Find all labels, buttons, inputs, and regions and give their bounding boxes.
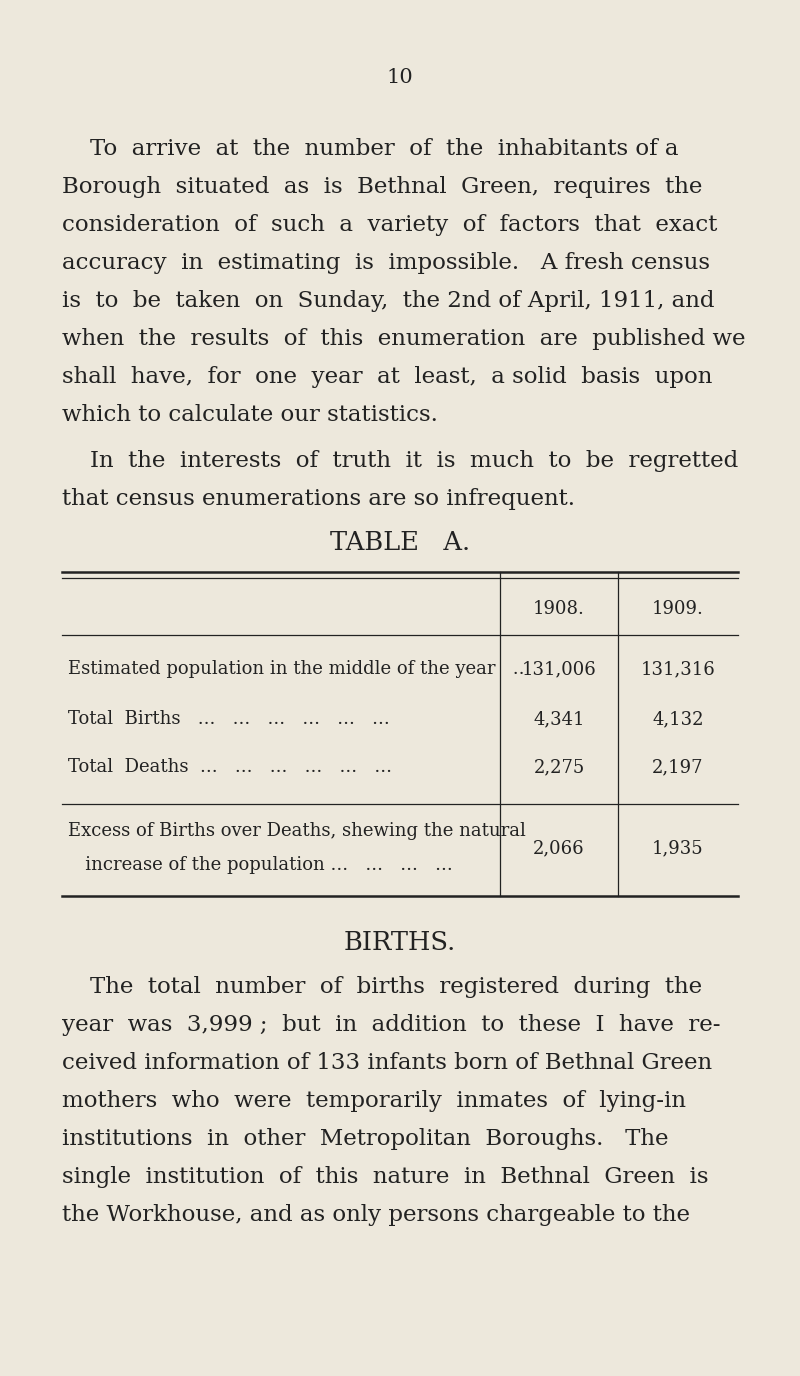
Text: 10: 10: [386, 67, 414, 87]
Text: shall  have,  for  one  year  at  least,  a solid  basis  upon: shall have, for one year at least, a sol…: [62, 366, 712, 388]
Text: that census enumerations are so infrequent.: that census enumerations are so infreque…: [62, 488, 575, 510]
Text: ceived information of 133 infants born of Bethnal Green: ceived information of 133 infants born o…: [62, 1053, 712, 1075]
Text: accuracy  in  estimating  is  impossible.   A fresh census: accuracy in estimating is impossible. A …: [62, 252, 710, 274]
Text: the Workhouse, and as only persons chargeable to the: the Workhouse, and as only persons charg…: [62, 1204, 690, 1226]
Text: single  institution  of  this  nature  in  Bethnal  Green  is: single institution of this nature in Bet…: [62, 1165, 709, 1187]
Text: 1909.: 1909.: [652, 600, 704, 618]
Text: is  to  be  taken  on  Sunday,  the 2nd of April, 1911, and: is to be taken on Sunday, the 2nd of Apr…: [62, 290, 714, 312]
Text: mothers  who  were  temporarily  inmates  of  lying-in: mothers who were temporarily inmates of …: [62, 1090, 686, 1112]
Text: To  arrive  at  the  number  of  the  inhabitants of a: To arrive at the number of the inhabitan…: [90, 138, 678, 160]
Text: Borough  situated  as  is  Bethnal  Green,  requires  the: Borough situated as is Bethnal Green, re…: [62, 176, 702, 198]
Text: The  total  number  of  births  registered  during  the: The total number of births registered du…: [90, 976, 702, 998]
Text: TABLE   A.: TABLE A.: [330, 530, 470, 555]
Text: year  was  3,999 ;  but  in  addition  to  these  I  have  re-: year was 3,999 ; but in addition to thes…: [62, 1014, 721, 1036]
Text: 131,006: 131,006: [522, 660, 596, 678]
Text: 4,341: 4,341: [534, 710, 585, 728]
Text: In  the  interests  of  truth  it  is  much  to  be  regretted: In the interests of truth it is much to …: [90, 450, 738, 472]
Text: 1,935: 1,935: [652, 839, 704, 857]
Text: 131,316: 131,316: [641, 660, 715, 678]
Text: Total  Deaths  ...   ...   ...   ...   ...   ...: Total Deaths ... ... ... ... ... ...: [68, 758, 392, 776]
Text: 2,275: 2,275: [534, 758, 585, 776]
Text: 2,197: 2,197: [652, 758, 704, 776]
Text: Estimated population in the middle of the year   ..: Estimated population in the middle of th…: [68, 660, 525, 678]
Text: 1908.: 1908.: [533, 600, 585, 618]
Text: BIRTHS.: BIRTHS.: [344, 930, 456, 955]
Text: Total  Births   ...   ...   ...   ...   ...   ...: Total Births ... ... ... ... ... ...: [68, 710, 390, 728]
Text: Excess of Births over Deaths, shewing the natural: Excess of Births over Deaths, shewing th…: [68, 821, 526, 839]
Text: when  the  results  of  this  enumeration  are  published we: when the results of this enumeration are…: [62, 327, 746, 350]
Text: institutions  in  other  Metropolitan  Boroughs.   The: institutions in other Metropolitan Borou…: [62, 1128, 669, 1150]
Text: 4,132: 4,132: [652, 710, 704, 728]
Text: consideration  of  such  a  variety  of  factors  that  exact: consideration of such a variety of facto…: [62, 215, 718, 237]
Text: increase of the population ...   ...   ...   ...: increase of the population ... ... ... .…: [68, 856, 453, 874]
Text: which to calculate our statistics.: which to calculate our statistics.: [62, 405, 438, 427]
Text: 2,066: 2,066: [533, 839, 585, 857]
